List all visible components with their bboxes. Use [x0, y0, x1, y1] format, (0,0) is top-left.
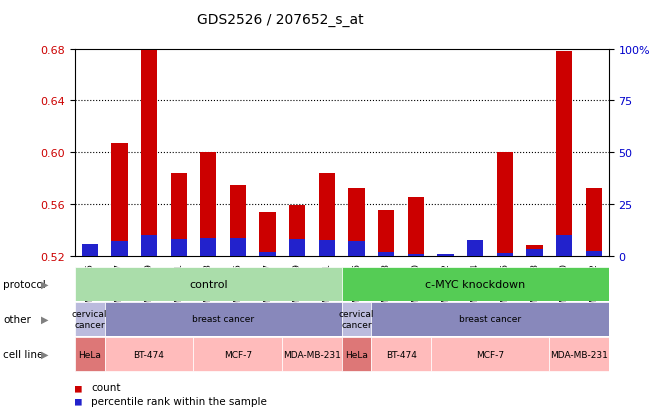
- Bar: [342, 267, 609, 301]
- Bar: [342, 302, 372, 336]
- Text: breast cancer: breast cancer: [192, 315, 254, 323]
- Bar: [372, 302, 609, 336]
- Text: protocol: protocol: [3, 279, 46, 289]
- Bar: [431, 337, 549, 371]
- Bar: [105, 302, 342, 336]
- Bar: [141, 51, 157, 256]
- Text: cervical
cancer: cervical cancer: [72, 309, 107, 329]
- Text: MDA-MB-231: MDA-MB-231: [550, 350, 608, 358]
- Bar: [111, 242, 128, 256]
- Text: count: count: [91, 382, 120, 392]
- Text: control: control: [189, 279, 228, 289]
- Bar: [319, 173, 335, 256]
- Bar: [378, 211, 395, 256]
- Bar: [556, 235, 572, 256]
- Bar: [230, 185, 246, 256]
- Bar: [289, 206, 305, 256]
- Bar: [467, 240, 484, 256]
- Bar: [289, 239, 305, 256]
- Bar: [372, 337, 431, 371]
- Text: MCF-7: MCF-7: [476, 350, 504, 358]
- Text: MDA-MB-231: MDA-MB-231: [283, 350, 341, 358]
- Bar: [348, 242, 365, 256]
- Bar: [105, 337, 193, 371]
- Text: GDS2526 / 207652_s_at: GDS2526 / 207652_s_at: [197, 13, 363, 27]
- Bar: [283, 337, 342, 371]
- Text: percentile rank within the sample: percentile rank within the sample: [91, 396, 267, 406]
- Text: BT-474: BT-474: [133, 350, 165, 358]
- Bar: [171, 239, 187, 256]
- Bar: [111, 144, 128, 256]
- Bar: [437, 255, 454, 256]
- Bar: [497, 153, 513, 256]
- Bar: [408, 198, 424, 256]
- Text: BT-474: BT-474: [385, 350, 417, 358]
- Bar: [193, 337, 283, 371]
- Text: other: other: [3, 314, 31, 324]
- Bar: [81, 244, 98, 256]
- Text: MCF-7: MCF-7: [224, 350, 252, 358]
- Bar: [260, 252, 276, 256]
- Bar: [75, 337, 105, 371]
- Bar: [549, 337, 609, 371]
- Bar: [200, 238, 217, 256]
- Bar: [348, 189, 365, 256]
- Bar: [527, 249, 543, 256]
- Text: ▶: ▶: [40, 314, 48, 324]
- Bar: [497, 254, 513, 256]
- Text: breast cancer: breast cancer: [459, 315, 521, 323]
- Bar: [586, 189, 602, 256]
- Text: cervical
cancer: cervical cancer: [339, 309, 374, 329]
- Text: HeLa: HeLa: [78, 350, 101, 358]
- Bar: [556, 52, 572, 256]
- Text: ■: ■: [75, 382, 81, 392]
- Text: HeLa: HeLa: [345, 350, 368, 358]
- Bar: [260, 212, 276, 256]
- Bar: [75, 302, 105, 336]
- Text: c-MYC knockdown: c-MYC knockdown: [425, 279, 525, 289]
- Bar: [200, 153, 217, 256]
- Text: ▶: ▶: [40, 279, 48, 289]
- Text: ▶: ▶: [40, 349, 48, 359]
- Text: ■: ■: [75, 396, 81, 406]
- Bar: [230, 238, 246, 256]
- Bar: [171, 173, 187, 256]
- Bar: [586, 251, 602, 256]
- Bar: [342, 337, 372, 371]
- Bar: [75, 267, 342, 301]
- Bar: [141, 235, 157, 256]
- Bar: [408, 255, 424, 256]
- Bar: [319, 240, 335, 256]
- Bar: [527, 246, 543, 256]
- Bar: [467, 247, 484, 256]
- Bar: [81, 252, 98, 256]
- Text: cell line: cell line: [3, 349, 44, 359]
- Bar: [378, 252, 395, 256]
- Bar: [437, 255, 454, 256]
